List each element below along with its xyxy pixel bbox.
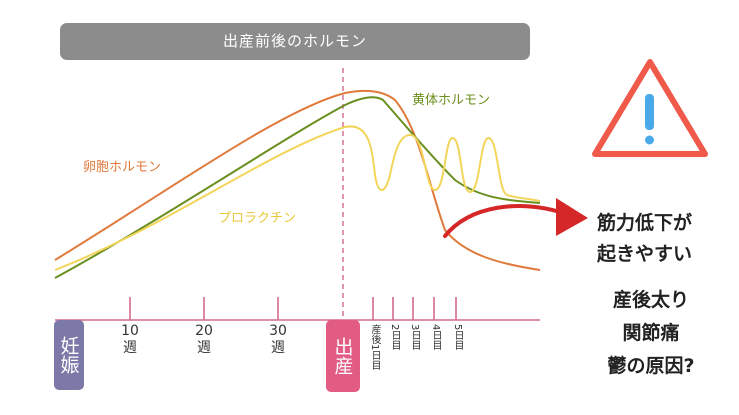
- week-10-label: 10 週: [115, 323, 145, 357]
- progesterone-curve: [54, 96, 541, 279]
- week-unit: 週: [197, 340, 211, 356]
- note-likely: 起きやすい: [597, 243, 693, 265]
- day-2-label: 2日目: [389, 324, 400, 351]
- week-number: 10: [121, 323, 139, 339]
- prolactin-label: プロラクチン: [218, 211, 297, 226]
- birth-badge: 出産: [326, 320, 360, 392]
- week-unit: 週: [271, 340, 285, 356]
- note-weight-gain: 産後太り: [612, 289, 689, 311]
- week-30-label: 30 週: [263, 323, 293, 357]
- day-1-label: 産後1日目: [369, 324, 380, 371]
- note-muscle-weakness: 筋力低下が: [597, 212, 693, 234]
- day-4-label: 4日目: [430, 324, 441, 351]
- warning-triangle-icon: [592, 59, 708, 157]
- note-depression-cause: 鬱の原因?: [607, 355, 695, 377]
- estrogen-label: 卵胞ホルモン: [83, 160, 162, 175]
- week-number: 30: [269, 323, 287, 339]
- pregnancy-badge: 妊娠: [54, 320, 84, 390]
- note-joint-pain: 関節痛: [622, 322, 680, 344]
- prolactin-curve: [54, 125, 541, 271]
- estrogen-curve: [54, 89, 541, 271]
- progesterone-label: 黄体ホルモン: [412, 93, 491, 108]
- week-unit: 週: [123, 340, 137, 356]
- week-number: 20: [195, 323, 213, 339]
- curved-arrow-icon: [443, 198, 588, 238]
- page-title: 出産前後のホルモン: [60, 23, 530, 60]
- day-5-label: 5日目: [452, 324, 463, 351]
- day-3-label: 3日目: [409, 324, 420, 351]
- week-20-label: 20 週: [189, 323, 219, 357]
